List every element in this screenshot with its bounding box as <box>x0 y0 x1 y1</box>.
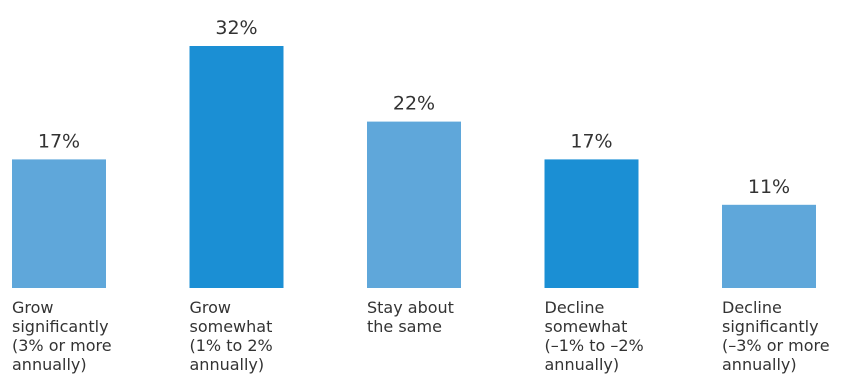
value-label-5: 11% <box>748 176 790 198</box>
category-label-line: significantly <box>722 317 819 336</box>
category-label-line: somewhat <box>545 317 628 336</box>
category-label-line: annually) <box>722 355 797 374</box>
bar-2 <box>189 46 284 288</box>
category-label-line: (–3% or more <box>722 336 830 355</box>
value-label-3: 22% <box>393 93 435 115</box>
category-label-line: Decline <box>545 298 605 317</box>
category-label-3: Stay about the same <box>367 298 454 336</box>
category-label-2: Grow somewhat (1% to 2% annually) <box>190 298 273 374</box>
category-label-4: Decline somewhat (–1% to –2% annually) <box>545 298 644 374</box>
value-labels: 17% 32% 22% 17% 11% <box>38 17 790 198</box>
category-label-1: Grow significantly (3% or more annually) <box>12 298 112 374</box>
category-label-line: (1% to 2% <box>190 336 273 355</box>
value-label-2: 32% <box>215 17 257 39</box>
category-label-5: Decline significantly (–3% or more annually… <box>722 298 830 374</box>
category-label-line: the same <box>367 317 442 336</box>
bar-5 <box>722 204 816 288</box>
category-label-line: significantly <box>12 317 109 336</box>
category-label-line: annually) <box>190 355 265 374</box>
category-label-line: somewhat <box>190 317 273 336</box>
category-label-line: Grow <box>190 298 232 317</box>
category-label-line: annually) <box>12 355 87 374</box>
bar-3 <box>367 121 461 288</box>
category-label-line: Decline <box>722 298 782 317</box>
value-label-1: 17% <box>38 130 80 152</box>
category-label-line: Stay about <box>367 298 454 317</box>
category-label-line: (3% or more <box>12 336 112 355</box>
bar-1 <box>12 159 106 288</box>
bars <box>12 46 816 288</box>
bar-4 <box>544 159 639 288</box>
value-label-4: 17% <box>570 130 612 152</box>
category-label-line: (–1% to –2% <box>545 336 644 355</box>
category-label-line: Grow <box>12 298 54 317</box>
category-labels: Grow significantly (3% or more annually)Gro… <box>12 298 830 374</box>
category-label-line: annually) <box>545 355 620 374</box>
